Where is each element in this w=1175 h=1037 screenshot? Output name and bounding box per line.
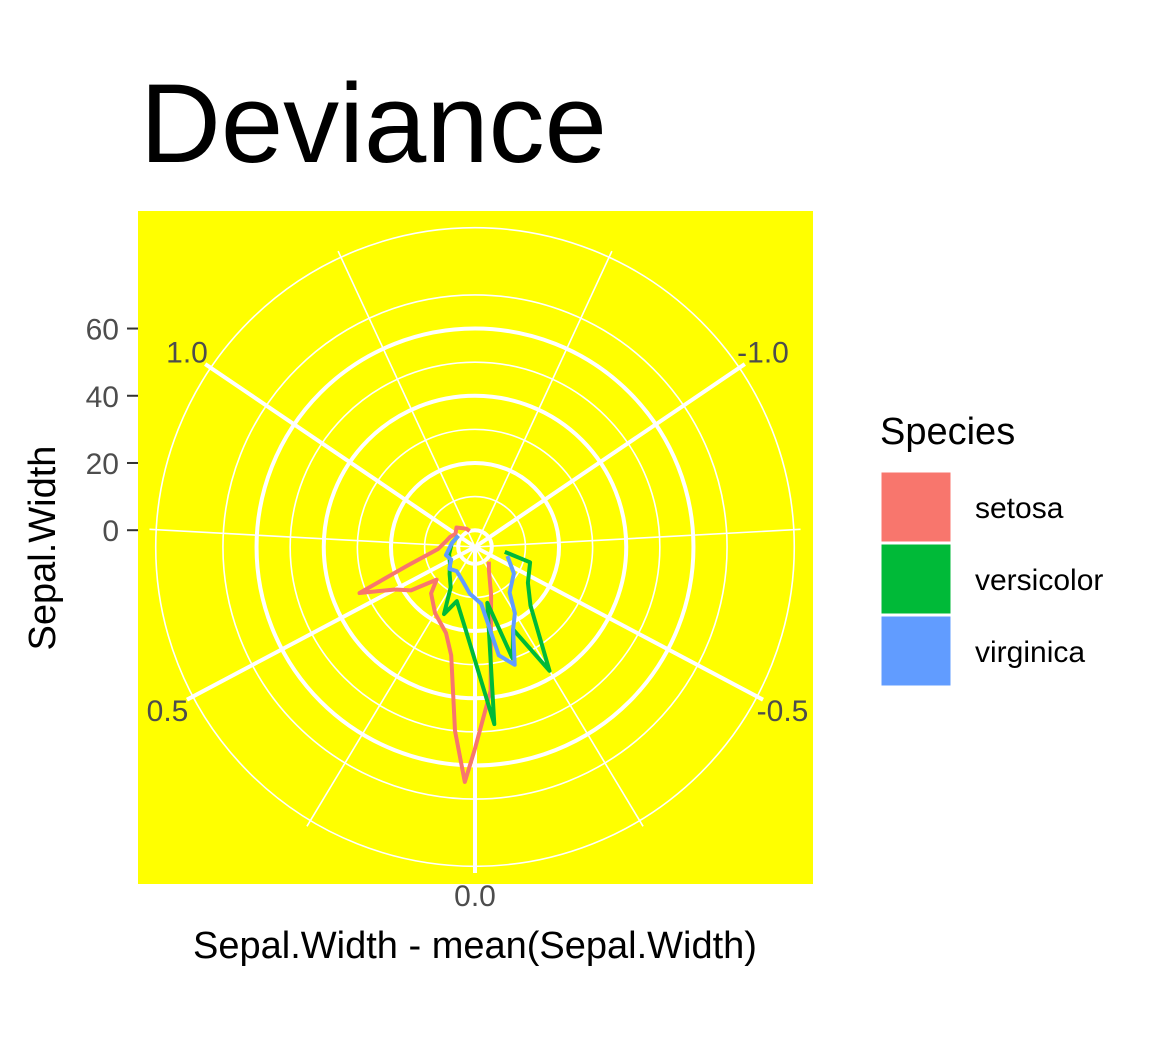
theta-tick-label: 0.0 (454, 880, 496, 913)
y-axis-title: Sepal.Width (22, 446, 64, 651)
legend-key-versicolor (880, 543, 952, 615)
major-grid-spoke (204, 362, 477, 549)
legend-title: Species (880, 411, 1015, 453)
radial-axis: 0 20 40 60 (86, 314, 138, 548)
major-grid-spoke (186, 545, 476, 702)
legend-key-setosa (880, 471, 952, 543)
legend: Species setosa versicolor virginica (880, 411, 1103, 687)
radial-tick-label: 60 (86, 314, 119, 347)
series-layer (357, 525, 552, 784)
radial-tick-label: 40 (86, 381, 119, 414)
theta-tick-label: 0.5 (147, 695, 189, 728)
radial-tick-label: 0 (102, 515, 119, 548)
radial-tick-label: 20 (86, 448, 119, 481)
theta-tick-label: -0.5 (757, 695, 809, 728)
series-line-setosa (357, 525, 494, 784)
major-gridlines (186, 326, 764, 873)
theta-tick-label: -1.0 (737, 337, 789, 370)
theta-tick-label: 1.0 (166, 337, 208, 370)
chart-title: Deviance (140, 61, 607, 186)
legend-label-virginica: virginica (975, 636, 1085, 669)
legend-entries: setosa versicolor virginica (880, 471, 1103, 687)
legend-label-versicolor: versicolor (975, 564, 1103, 597)
minor-grid-spoke (306, 546, 476, 827)
x-axis-title: Sepal.Width - mean(Sepal.Width) (193, 925, 757, 967)
minor-grid-spoke (474, 528, 801, 548)
series-line-virginica (443, 534, 517, 667)
minor-grid-spoke (337, 250, 476, 548)
minor-grid-spoke (474, 250, 613, 548)
legend-key-virginica (880, 615, 952, 687)
minor-grid-spoke (149, 528, 476, 548)
legend-label-setosa: setosa (975, 492, 1064, 525)
minor-grid-spoke (474, 546, 644, 827)
major-grid-spoke (473, 362, 746, 549)
theta-tick-labels: -1.0 -0.5 0.0 0.5 1.0 (147, 337, 809, 913)
major-grid-spoke (474, 545, 764, 702)
